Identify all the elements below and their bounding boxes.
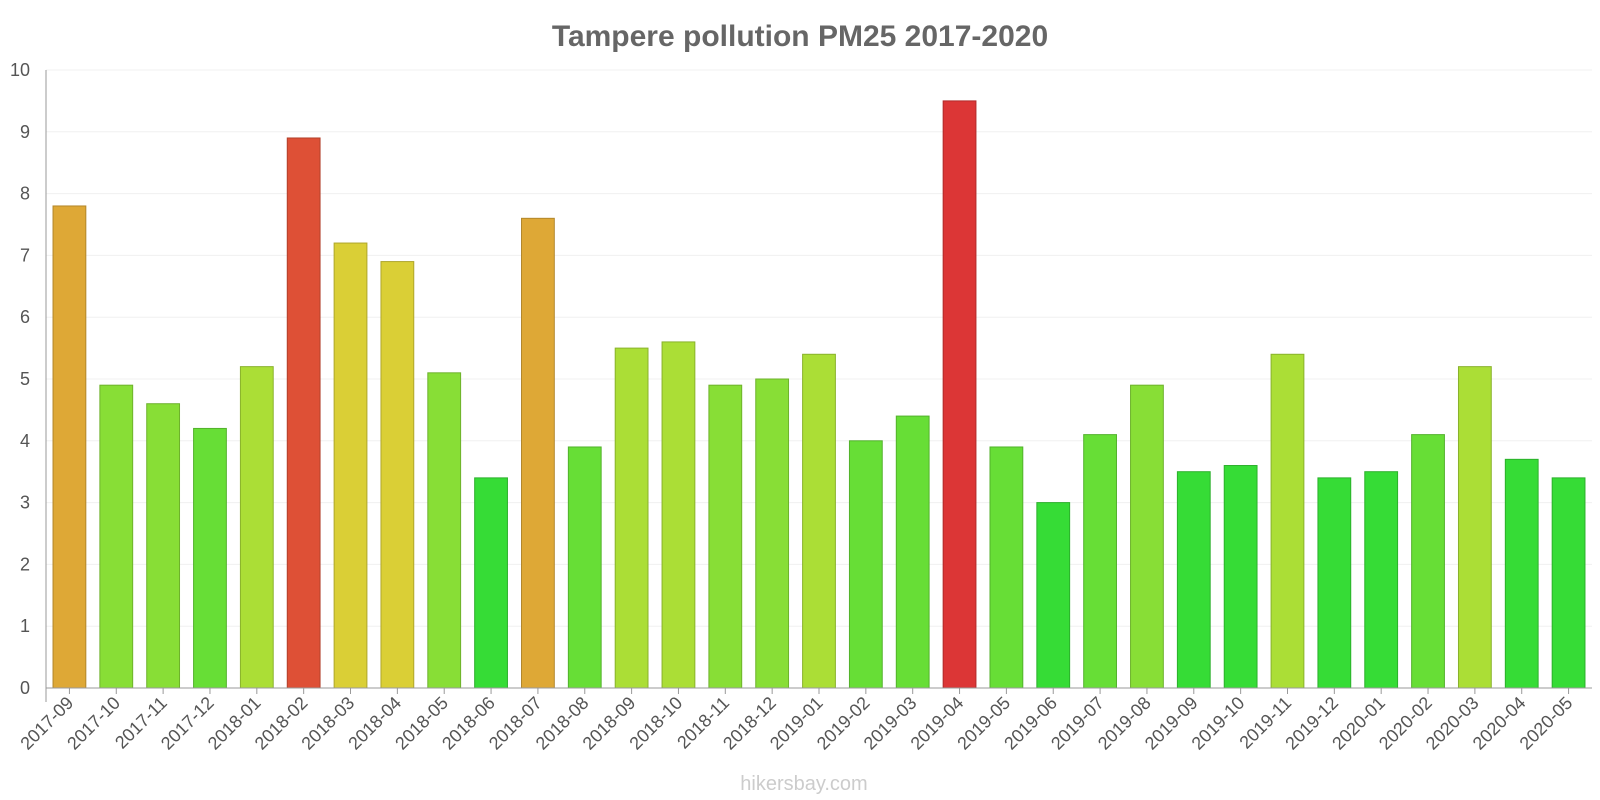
bar-2018-07 — [521, 217, 555, 689]
y-tick-label: 7 — [20, 245, 30, 265]
watermark: hikersbay.com — [740, 773, 867, 795]
bar-2018-10 — [661, 341, 696, 689]
bar-2019-02 — [848, 440, 883, 689]
bar-2018-03 — [333, 242, 368, 689]
bar-2018-11 — [708, 384, 743, 689]
y-axis-ticks: 0 1 2 3 4 5 6 7 8 9 10 — [10, 60, 30, 698]
y-tick-label: 1 — [20, 616, 30, 636]
bar-2018-04 — [380, 261, 415, 689]
bar-2018-08 — [567, 446, 602, 689]
bar-2020-04 — [1504, 458, 1539, 689]
bar-2017-09 — [52, 205, 87, 689]
chart-title: Tampere pollution PM25 2017-2020 — [552, 20, 1048, 53]
bar-2019-10 — [1223, 465, 1258, 689]
bar-2018-05 — [427, 372, 462, 689]
y-tick-label: 3 — [20, 493, 30, 513]
y-tick-label: 4 — [20, 431, 30, 451]
bar-2018-01 — [239, 366, 274, 689]
bars — [52, 100, 1586, 689]
bar-2017-10 — [99, 384, 134, 689]
bar-2019-11 — [1270, 353, 1305, 689]
bar-2020-02 — [1411, 434, 1445, 689]
y-tick-label: 6 — [20, 307, 30, 327]
x-tick-label: 2017-10 — [63, 693, 124, 754]
bar-2019-05 — [989, 446, 1024, 689]
bar-2019-01 — [802, 353, 836, 689]
bar-2017-12 — [193, 427, 227, 689]
x-tick-label: 2020-05 — [1516, 693, 1577, 754]
x-tick-label: 2018-10 — [625, 693, 686, 754]
y-tick-label: 2 — [20, 554, 30, 574]
bar-2019-07 — [1083, 434, 1117, 689]
x-tick-label: 2019-10 — [1188, 693, 1249, 754]
bar-2019-06 — [1036, 502, 1071, 689]
bar-2020-03 — [1457, 366, 1492, 689]
y-tick-label: 9 — [20, 122, 30, 142]
bar-2019-03 — [895, 415, 930, 689]
bar-2020-05 — [1551, 477, 1586, 689]
bar-2020-01 — [1364, 471, 1399, 689]
x-axis-ticks: 2017-092017-102017-112017-122018-012018-… — [16, 688, 1576, 754]
bar-2018-09 — [614, 347, 649, 689]
y-tick-label: 5 — [20, 369, 30, 389]
bar-2018-06 — [474, 477, 508, 689]
bar-2019-09 — [1176, 471, 1211, 689]
y-tick-label: 8 — [20, 184, 30, 204]
bar-2018-02 — [286, 137, 321, 689]
bar-2019-04 — [942, 100, 977, 689]
bar-2019-08 — [1130, 384, 1164, 689]
bar-2019-12 — [1317, 477, 1352, 689]
y-tick-label: 0 — [20, 678, 30, 698]
bar-2017-11 — [146, 403, 181, 689]
bar-2018-12 — [755, 378, 790, 689]
y-tick-label: 10 — [10, 60, 30, 80]
